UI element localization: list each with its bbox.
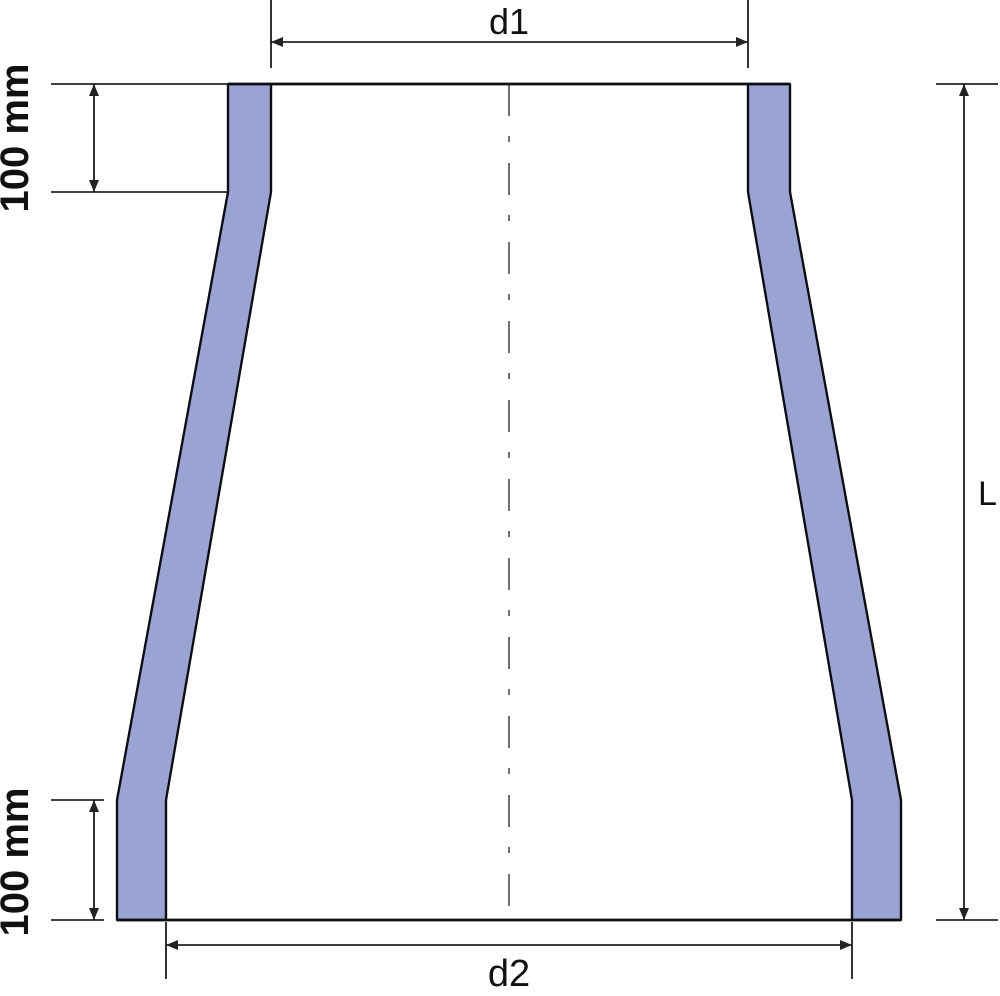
- svg-text:L: L: [978, 475, 997, 513]
- svg-text:100 mm: 100 mm: [0, 788, 37, 937]
- svg-text:100 mm: 100 mm: [0, 64, 37, 213]
- svg-text:d2: d2: [488, 953, 530, 995]
- svg-text:d1: d1: [489, 1, 529, 42]
